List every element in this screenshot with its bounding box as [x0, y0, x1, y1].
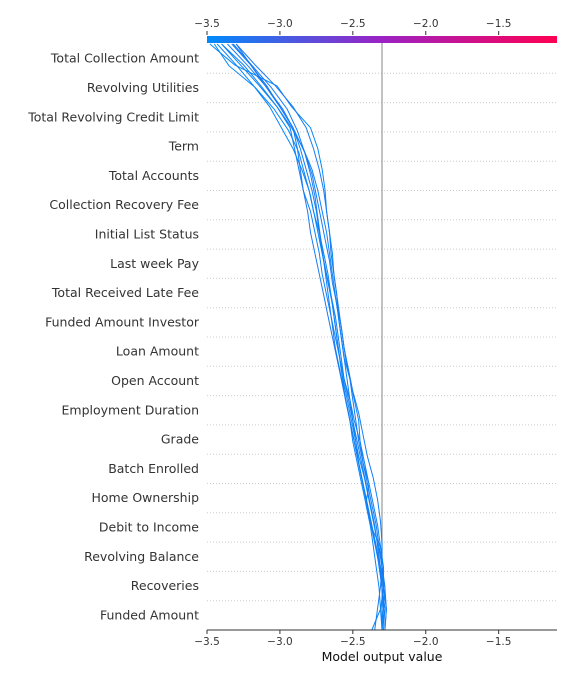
series-line [213, 43, 386, 631]
series-line [227, 43, 383, 631]
bottom-tick-label: −1.5 [486, 636, 512, 648]
feature-label: Total Collection Amount [50, 51, 199, 66]
bottom-axis-ticks: −3.5 −3.0 −2.5 −2.0 −1.5 [194, 630, 511, 648]
feature-label: Total Revolving Credit Limit [27, 109, 199, 124]
series-line [232, 43, 386, 631]
bottom-tick-label: −2.5 [340, 636, 366, 648]
feature-label: Total Accounts [108, 168, 199, 183]
feature-labels: Total Collection Amount Revolving Utiliti… [27, 51, 200, 623]
series-line [221, 43, 385, 630]
feature-label: Funded Amount Investor [45, 314, 200, 329]
series-line [235, 43, 387, 631]
top-tick-label: −2.0 [413, 18, 439, 30]
feature-label: Debit to Income [99, 519, 199, 534]
top-tick-label: −2.5 [340, 18, 366, 30]
feature-label: Loan Amount [116, 344, 199, 359]
feature-label: Recoveries [131, 578, 199, 593]
feature-label: Employment Duration [62, 402, 199, 417]
top-axis-ticks: −3.5 −3.0 −2.5 −2.0 −1.5 [194, 18, 511, 35]
feature-label: Initial List Status [95, 226, 199, 241]
series-lines [209, 43, 387, 631]
feature-label: Revolving Utilities [87, 80, 199, 95]
feature-label: Batch Enrolled [108, 461, 199, 476]
feature-label: Home Ownership [91, 490, 199, 505]
feature-label: Funded Amount [100, 607, 199, 622]
top-tick-label: −1.5 [486, 18, 512, 30]
bottom-tick-label: −3.5 [194, 636, 220, 648]
bottom-tick-label: −2.0 [413, 636, 439, 648]
feature-label: Total Received Late Fee [51, 285, 199, 300]
bottom-tick-label: −3.0 [267, 636, 293, 648]
feature-label: Grade [161, 432, 199, 447]
feature-label: Last week Pay [110, 256, 199, 271]
top-tick-label: −3.5 [194, 18, 220, 30]
top-tick-label: −3.0 [267, 18, 293, 30]
colorbar [207, 36, 557, 43]
feature-label: Open Account [111, 373, 199, 388]
feature-label: Collection Recovery Fee [49, 197, 199, 212]
feature-label: Revolving Balance [84, 549, 199, 564]
feature-label: Term [168, 139, 199, 154]
x-axis-label: Model output value [322, 649, 443, 664]
series-line [221, 43, 387, 631]
